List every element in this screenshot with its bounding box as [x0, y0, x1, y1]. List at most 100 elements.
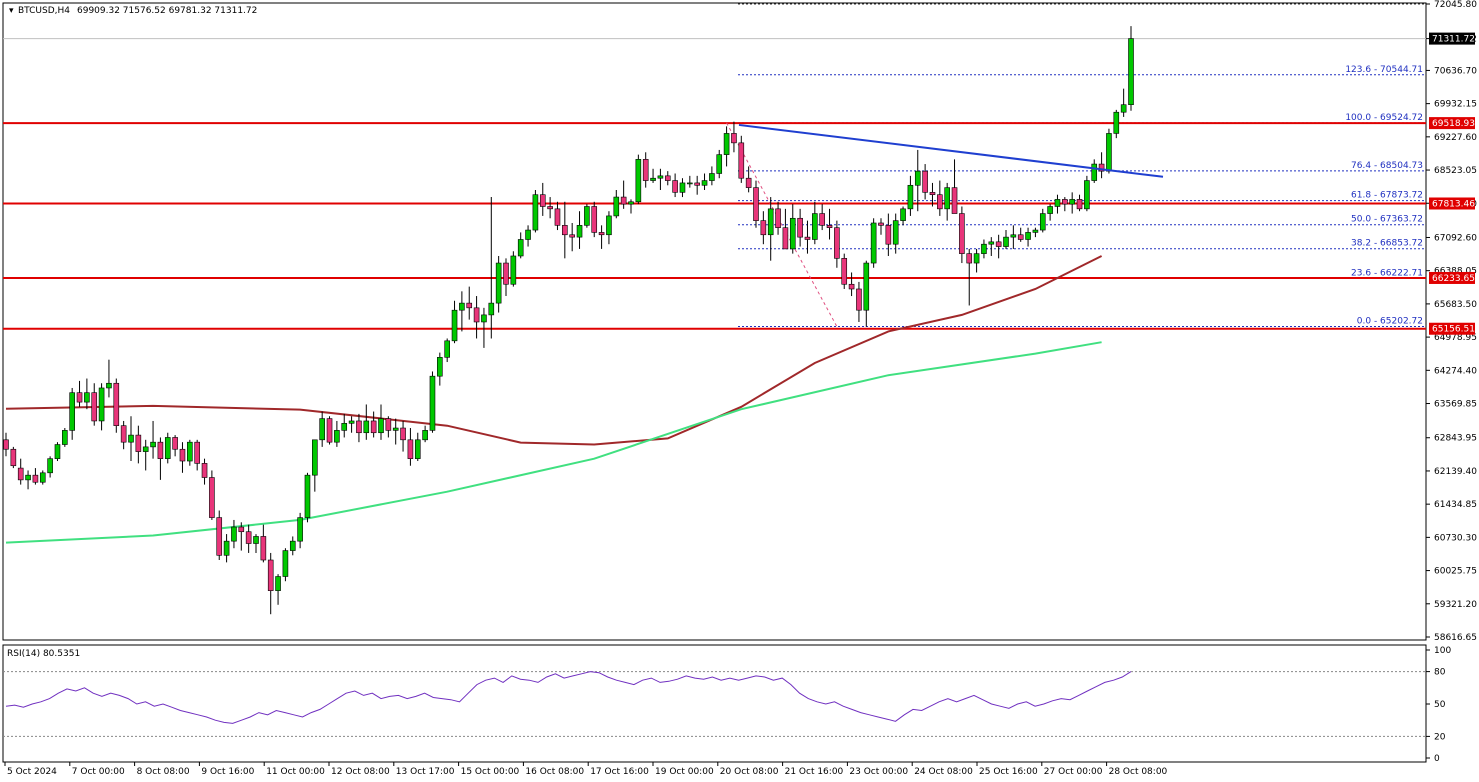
price-axis: 72045.80 71311.72 70636.70 69932.15 69227.60…: [1426, 0, 1477, 643]
candle: [473, 296, 480, 339]
candle: [892, 213, 899, 254]
candle: [1120, 88, 1127, 117]
trendline-layer: [738, 123, 1164, 178]
candle: [532, 189, 539, 233]
fib-label: 23.6 - 66222.71: [1351, 268, 1423, 278]
price-tick-label: 66388.05: [1434, 267, 1477, 277]
candle: [231, 519, 237, 549]
time-tick-label: 7 Oct 00:00: [72, 767, 125, 777]
candle: [613, 189, 620, 219]
candle: [789, 204, 796, 254]
fib-label: 76.4 - 68504.73: [1351, 161, 1423, 171]
candle: [870, 218, 877, 268]
price-tick-label: 67092.60: [1434, 233, 1477, 243]
price-tick-label: 63569.85: [1434, 400, 1477, 410]
candle: [113, 378, 120, 433]
candle: [841, 253, 848, 289]
candle: [598, 225, 605, 249]
candle: [701, 173, 708, 190]
candle: [914, 149, 921, 212]
price-tick-label: 59321.20: [1434, 600, 1477, 610]
time-tick-label: 17 Oct 16:00: [590, 767, 649, 777]
descending-trendline: [738, 123, 1164, 178]
candle: [878, 218, 884, 235]
candle: [848, 272, 855, 297]
fib-label: 50.0 - 67363.72: [1351, 215, 1423, 225]
candle: [128, 416, 134, 462]
candle: [1106, 128, 1112, 174]
candle: [172, 435, 178, 457]
time-tick-label: 27 Oct 00:00: [1044, 767, 1103, 777]
candle: [142, 439, 149, 471]
slow-ma-line: [5, 255, 1103, 446]
candle: [679, 178, 686, 198]
price-tick-label: 58616.65: [1434, 633, 1477, 643]
candle: [238, 522, 245, 551]
candle: [657, 168, 664, 190]
candle: [245, 524, 252, 553]
price-box-label: 69518.93: [1429, 117, 1475, 130]
candle: [98, 383, 105, 431]
price-tick-label: 69227.60: [1434, 133, 1477, 143]
price-tick-label: 72045.80: [1434, 0, 1477, 10]
candle: [1054, 194, 1061, 214]
candle: [885, 213, 892, 256]
symbol-dropdown-arrow[interactable]: ▾: [9, 6, 14, 16]
candle: [606, 211, 612, 245]
candle: [194, 439, 200, 471]
price-tick-label: 69932.15: [1434, 100, 1477, 110]
candle: [782, 208, 789, 250]
candle: [562, 201, 568, 259]
candle: [944, 182, 950, 221]
candle: [753, 180, 759, 228]
candle: [201, 458, 208, 485]
rsi-plot-frame: [2, 644, 1427, 763]
time-tick-label: 28 Oct 08:00: [1109, 767, 1168, 777]
candle: [135, 425, 142, 464]
time-tick-label: 8 Oct 08:00: [137, 767, 190, 777]
candle: [554, 201, 561, 231]
candle: [385, 416, 392, 438]
candle: [981, 239, 987, 259]
candle: [731, 121, 737, 153]
candle: [1025, 227, 1031, 247]
candle: [591, 201, 598, 238]
price-tick-label: 64978.95: [1434, 333, 1477, 343]
price-tick-label: 70636.70: [1434, 66, 1477, 76]
time-tick-label: 9 Oct 16:00: [201, 767, 254, 777]
candle: [356, 413, 362, 443]
candle: [863, 260, 870, 327]
candle: [1047, 204, 1053, 221]
candle: [826, 208, 833, 240]
time-tick-label: 12 Oct 08:00: [331, 767, 390, 777]
fib-swing-line: [726, 122, 838, 327]
price-tick-label: 61434.85: [1434, 500, 1477, 510]
candle: [429, 371, 436, 433]
price-box-label: 66233.65: [1429, 271, 1475, 284]
candle: [341, 413, 348, 438]
candle: [334, 420, 340, 447]
candles-layer: [3, 26, 1134, 615]
candle: [437, 352, 443, 386]
candle: [275, 574, 281, 605]
price-tick-label: 60730.30: [1434, 533, 1477, 543]
candle: [282, 548, 289, 582]
candle: [10, 446, 17, 469]
candle: [959, 206, 965, 264]
candle: [937, 180, 943, 216]
moving-averages-layer: [5, 255, 1103, 544]
candle: [69, 387, 75, 440]
candle: [635, 154, 642, 205]
candle: [216, 510, 223, 561]
candle: [738, 135, 745, 183]
candle: [466, 286, 473, 320]
candle: [797, 208, 803, 247]
price-tick-label: 65683.50: [1434, 300, 1477, 310]
candle: [723, 126, 730, 167]
candle: [973, 248, 980, 273]
candle: [150, 420, 156, 459]
candle: [775, 201, 781, 235]
levels-layer: [3, 3, 1426, 330]
time-tick-label: 24 Oct 08:00: [914, 767, 973, 777]
